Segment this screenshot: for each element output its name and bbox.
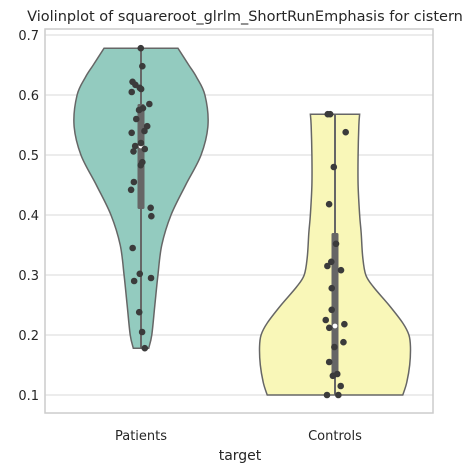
data-point-patients <box>136 107 143 114</box>
data-point-controls <box>337 383 344 390</box>
data-point-controls <box>326 325 333 332</box>
data-point-patients <box>147 205 154 212</box>
data-point-patients <box>141 146 148 153</box>
data-point-controls <box>331 164 338 171</box>
data-point-patients <box>138 140 145 147</box>
data-point-controls <box>341 321 348 328</box>
data-point-patients <box>128 130 135 137</box>
data-point-patients <box>139 63 146 70</box>
data-point-controls <box>324 392 331 399</box>
data-point-controls <box>331 344 338 351</box>
data-point-controls <box>326 201 333 208</box>
data-point-patients <box>128 89 135 96</box>
data-point-patients <box>130 148 137 155</box>
y-tick-label: 0.1 <box>18 389 39 404</box>
median-marker-controls <box>333 324 338 329</box>
data-point-patients <box>129 245 136 252</box>
data-point-controls <box>340 339 347 346</box>
data-point-patients <box>131 179 138 186</box>
data-point-controls <box>326 359 333 366</box>
data-point-patients <box>146 101 153 108</box>
data-point-patients <box>136 309 143 316</box>
y-tick-label: 0.5 <box>18 149 39 164</box>
data-point-controls <box>338 267 345 274</box>
data-point-patients <box>137 162 144 169</box>
y-tick-label: 0.2 <box>18 329 39 344</box>
data-point-controls <box>328 285 335 292</box>
data-point-patients <box>131 278 138 285</box>
y-tick-label: 0.6 <box>18 89 39 104</box>
data-point-controls <box>324 263 331 270</box>
data-point-controls <box>324 111 331 118</box>
data-point-controls <box>342 129 349 136</box>
data-point-controls <box>333 241 340 248</box>
chart-title: Violinplot of squareroot_glrlm_ShortRunE… <box>27 9 463 25</box>
data-point-controls <box>335 392 342 399</box>
data-point-patients <box>141 128 148 135</box>
y-tick-label: 0.3 <box>18 269 39 284</box>
data-point-patients <box>138 86 145 93</box>
data-point-patients <box>133 116 140 123</box>
data-point-controls <box>322 317 329 324</box>
data-point-patients <box>139 329 146 336</box>
y-tick-label: 0.4 <box>18 209 39 224</box>
data-point-patients <box>137 45 144 52</box>
x-axis-label: target <box>219 448 262 464</box>
data-point-controls <box>330 373 337 380</box>
y-tick-label: 0.7 <box>18 29 39 44</box>
data-point-patients <box>141 345 148 352</box>
data-point-patients <box>128 187 135 194</box>
data-point-patients <box>136 271 143 278</box>
x-tick-label-patients: Patients <box>115 429 167 444</box>
iqr-box-controls <box>332 233 339 374</box>
data-point-patients <box>148 213 155 220</box>
data-point-patients <box>148 275 155 282</box>
data-point-controls <box>328 307 335 314</box>
x-tick-label-controls: Controls <box>308 429 362 444</box>
